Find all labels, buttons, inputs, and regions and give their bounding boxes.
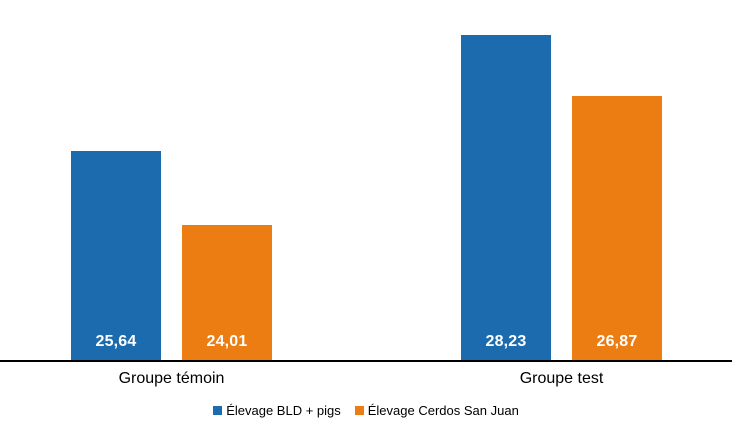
legend-item-bld-pigs: Élevage BLD + pigs — [213, 403, 341, 418]
chart-legend: Élevage BLD + pigs Élevage Cerdos San Ju… — [0, 403, 732, 418]
bar-value-label: 28,23 — [485, 333, 527, 350]
legend-item-cerdos-san-juan: Élevage Cerdos San Juan — [354, 403, 519, 418]
bar-bld-pigs-temoin: 25,64 — [71, 151, 161, 360]
plot-area: 25,64 24,01 28,23 26,87 — [71, 0, 662, 360]
bar-value-label: 26,87 — [596, 333, 638, 350]
bar-group-groupe-temoin: 25,64 24,01 — [71, 0, 272, 360]
bar-value-label: 24,01 — [206, 333, 248, 350]
legend-label: Élevage BLD + pigs — [226, 403, 341, 418]
bar-bld-pigs-test: 28,23 — [461, 34, 551, 360]
legend-swatch-orange-icon — [354, 406, 364, 415]
category-label-groupe-test: Groupe test — [519, 370, 604, 387]
bar-cerdos-san-juan-test: 26,87 — [572, 95, 662, 360]
x-axis-line — [0, 360, 732, 362]
legend-swatch-blue-icon — [213, 406, 223, 415]
category-label-groupe-temoin: Groupe témoin — [118, 370, 225, 387]
bar-value-label: 25,64 — [95, 333, 137, 350]
bar-group-groupe-test: 28,23 26,87 — [461, 0, 662, 360]
legend-label: Élevage Cerdos San Juan — [367, 403, 519, 418]
bar-cerdos-san-juan-temoin: 24,01 — [182, 224, 272, 360]
